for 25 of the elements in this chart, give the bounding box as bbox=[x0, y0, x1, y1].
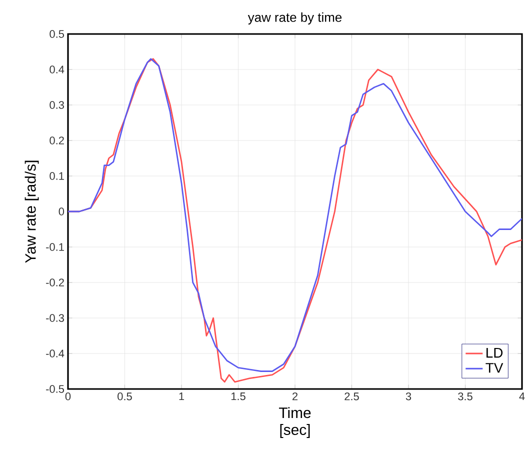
x-axis-title: Time [sec] bbox=[279, 407, 311, 438]
y-tick-label: 0 bbox=[58, 208, 64, 216]
x-tick-label: 2 bbox=[292, 392, 298, 400]
y-tick-label: 0.3 bbox=[50, 101, 64, 109]
y-tick-label: 0.4 bbox=[50, 66, 64, 74]
x-tick-label: 2.5 bbox=[344, 392, 359, 400]
x-tick-label: 1 bbox=[179, 392, 184, 400]
y-tick-label: 0.2 bbox=[50, 136, 64, 144]
x-tick-label: 3.5 bbox=[458, 392, 472, 400]
x-tick-label: 1.5 bbox=[231, 392, 246, 400]
y-tick-label: 0.5 bbox=[50, 30, 64, 38]
x-tick-label: 0 bbox=[65, 392, 71, 400]
legend-label: TV bbox=[486, 363, 504, 373]
y-tick-label: 0.1 bbox=[50, 172, 64, 180]
y-axis-title: Yaw rate [rad/s] bbox=[24, 160, 39, 263]
legend-label: LD bbox=[486, 348, 503, 358]
y-tick-label: -0.1 bbox=[46, 243, 64, 251]
x-tick-label: 3 bbox=[406, 392, 412, 400]
x-tick-label: 0.5 bbox=[118, 392, 132, 400]
y-tick-label: -0.2 bbox=[46, 278, 64, 286]
y-tick-label: -0.4 bbox=[46, 350, 64, 358]
y-tick-label: -0.3 bbox=[46, 314, 64, 322]
x-tick-label: 4 bbox=[519, 392, 525, 400]
y-tick-label: -0.5 bbox=[46, 385, 64, 393]
chart-title: yaw rate by time bbox=[248, 12, 342, 24]
